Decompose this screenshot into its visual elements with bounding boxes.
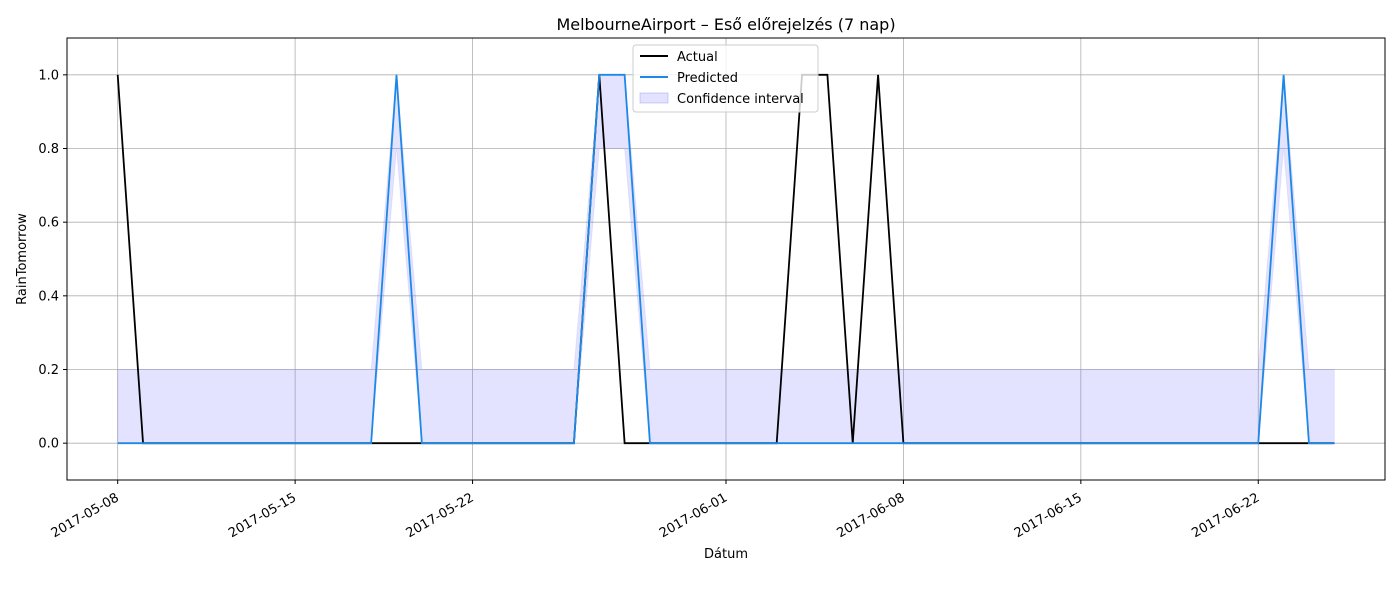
y-tick-label: 0.6 (38, 216, 59, 231)
x-tick-label: 2017-05-08 (49, 490, 122, 541)
x-tick-label: 2017-05-22 (404, 490, 477, 541)
y-axis-label: RainTomorrow (15, 213, 30, 305)
legend: Actual Predicted Confidence interval (632, 44, 819, 113)
legend-swatch-confidence-interval (639, 92, 669, 104)
y-tick-label: 0.8 (38, 142, 59, 157)
legend-box (632, 44, 819, 113)
legend-label-confidence-interval: Confidence interval (677, 92, 804, 107)
x-tick-label: 2017-06-08 (834, 490, 907, 541)
x-axis-label: Dátum (704, 547, 748, 562)
y-tick-label: 0.2 (38, 363, 59, 378)
x-axis-ticks: 2017-05-08 2017-05-15 2017-05-22 2017-06-01… (49, 480, 1262, 541)
series-lines-layer (116, 73, 1335, 445)
chart-title: MelbourneAirport – Eső előrejelzés (7 na… (556, 15, 895, 34)
legend-label-actual: Actual (677, 50, 718, 65)
series-line-predicted (117, 73, 1335, 445)
legend-label-predicted: Predicted (677, 71, 738, 86)
x-tick-label: 2017-06-15 (1012, 490, 1085, 541)
y-tick-label: 0.0 (38, 437, 59, 452)
y-tick-label: 1.0 (38, 68, 59, 83)
x-tick-label: 2017-06-22 (1189, 490, 1262, 541)
y-tick-label: 0.4 (38, 289, 59, 304)
x-tick-label: 2017-05-15 (226, 490, 299, 541)
y-axis-ticks: 0.0 0.2 0.4 0.6 0.8 1.0 (38, 68, 67, 452)
x-tick-label: 2017-06-01 (657, 490, 730, 541)
